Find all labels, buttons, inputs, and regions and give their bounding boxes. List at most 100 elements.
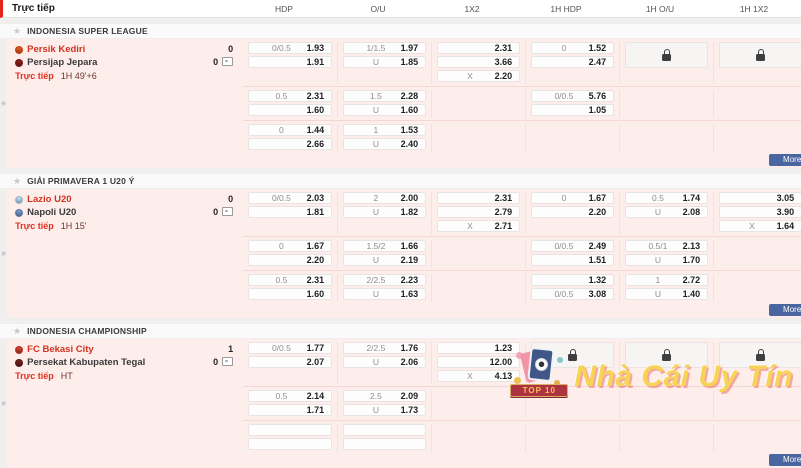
- odds-cell[interactable]: U 1.63: [343, 288, 427, 300]
- odds-cell[interactable]: U 1.85: [343, 56, 427, 68]
- odds-column: [713, 124, 801, 152]
- odds-cell[interactable]: 2/2.5 2.23: [343, 274, 427, 286]
- odds-value: 2.09: [400, 391, 419, 401]
- teams-panel: FC Bekasi City Persekat Kabupaten Tegal Tr…: [7, 339, 243, 468]
- odds-cell[interactable]: 1 1.53: [343, 124, 427, 136]
- odds-cell[interactable]: X 4.13: [437, 370, 521, 382]
- odds-cell[interactable]: 2.20: [248, 254, 333, 266]
- odds-cell[interactable]: 0.5 2.14: [248, 390, 333, 402]
- favorite-star-icon[interactable]: ★: [0, 99, 8, 108]
- handicap-label: U: [372, 207, 379, 217]
- handicap-label: 0: [279, 125, 284, 135]
- odds-cell[interactable]: 1.91: [248, 56, 333, 68]
- odds-cell[interactable]: U 1.73: [343, 404, 427, 416]
- odds-cell[interactable]: X 2.71: [437, 220, 521, 232]
- odds-cell[interactable]: 0/0.5 3.08: [531, 288, 615, 300]
- odds-cell[interactable]: 2.79: [437, 206, 521, 218]
- star-icon[interactable]: ★: [13, 176, 22, 186]
- odds-cell[interactable]: 2.07: [248, 356, 333, 368]
- odds-cell[interactable]: 1/1.5 1.97: [343, 42, 427, 54]
- odds-cell[interactable]: [343, 424, 427, 436]
- odds-cell[interactable]: U 2.08: [625, 206, 709, 218]
- odds-cell[interactable]: 3.90: [719, 206, 801, 218]
- odds-cell[interactable]: 0/0.5 2.03: [248, 192, 333, 204]
- favorite-star-icon[interactable]: ★: [0, 399, 8, 408]
- odds-cell[interactable]: 1.71: [248, 404, 333, 416]
- odds-value: 1.82: [400, 207, 419, 217]
- odds-cell[interactable]: 1.05: [531, 104, 615, 116]
- odds-cell[interactable]: U 2.06: [343, 356, 427, 368]
- league-header[interactable]: ★ GIẢI PRIMAVERA 1 U20 Ý: [0, 173, 801, 189]
- odds-cell[interactable]: [248, 424, 333, 436]
- odds-cell[interactable]: X 2.20: [437, 70, 521, 82]
- team-line: FC Bekasi City: [15, 343, 233, 356]
- odds-group: 0/0.5 1.77 2.07 2/2.5 1.76 U 2.06 1.23 12.00 X 4.1…: [243, 339, 801, 386]
- odds-cell[interactable]: 0.5/1 2.13: [625, 240, 709, 252]
- odds-group: 0.5 2.31 1.60 1.5 2.28 U 1.60 0/0.5 5.76 1.05: [243, 86, 801, 120]
- more-button[interactable]: More: [769, 154, 801, 166]
- odds-cell[interactable]: U 1.40: [625, 288, 709, 300]
- odds-cell[interactable]: X 1.64: [719, 220, 801, 232]
- odds-cell[interactable]: 2.31: [437, 192, 521, 204]
- team-line: Napoli U20: [15, 206, 233, 219]
- star-icon[interactable]: ★: [13, 326, 22, 336]
- odds-cell[interactable]: 2.47: [531, 56, 615, 68]
- odds-cell[interactable]: U 1.70: [625, 254, 709, 266]
- odds-cell[interactable]: 2.31: [437, 42, 521, 54]
- favorite-star-icon[interactable]: ★: [0, 249, 8, 258]
- odds-cell[interactable]: [248, 438, 333, 450]
- odds-cell[interactable]: 0/0.5 2.49: [531, 240, 615, 252]
- odds-cell[interactable]: 1.32: [531, 274, 615, 286]
- odds-cell[interactable]: 0.5 2.31: [248, 274, 333, 286]
- odds-cell[interactable]: 1.60: [248, 104, 333, 116]
- odds-cell[interactable]: 0/0.5 5.76: [531, 90, 615, 102]
- lock-icon: [756, 349, 766, 361]
- odds-column: 0.5 2.31 1.60: [243, 274, 337, 302]
- odds-column: 2.31 2.79 X 2.71: [431, 192, 525, 234]
- odds-cell[interactable]: 3.66: [437, 56, 521, 68]
- odds-cell[interactable]: U 2.19: [343, 254, 427, 266]
- odds-cell[interactable]: 12.00: [437, 356, 521, 368]
- odds-cell[interactable]: 1.60: [248, 288, 333, 300]
- live-stream-icon[interactable]: [222, 207, 234, 216]
- odds-cell[interactable]: 1.23: [437, 342, 521, 354]
- odds-cell[interactable]: 0 1.67: [248, 240, 333, 252]
- more-button[interactable]: More: [769, 454, 801, 466]
- more-button[interactable]: More: [769, 304, 801, 316]
- odds-cell[interactable]: U 1.82: [343, 206, 427, 218]
- odds-cell[interactable]: 1.5/2 1.66: [343, 240, 427, 252]
- star-icon[interactable]: ★: [13, 26, 22, 36]
- league-header[interactable]: ★ INDONESIA CHAMPIONSHIP: [0, 323, 801, 339]
- odds-cell[interactable]: 0 1.44: [248, 124, 333, 136]
- odds-value: 1.44: [306, 125, 325, 135]
- odds-cell[interactable]: 2.5 2.09: [343, 390, 427, 402]
- odds-cell[interactable]: 0 1.67: [531, 192, 615, 204]
- odds-cell[interactable]: 2/2.5 1.76: [343, 342, 427, 354]
- live-tab[interactable]: Trực tiếp: [12, 3, 55, 14]
- odds-cell[interactable]: 2.66: [248, 138, 333, 150]
- odds-value: 2.14: [306, 391, 325, 401]
- odds-cell[interactable]: 1 2.72: [625, 274, 709, 286]
- odds-cell[interactable]: U 1.60: [343, 104, 427, 116]
- odds-cell[interactable]: 3.05: [719, 192, 801, 204]
- odds-value: 1.73: [400, 405, 419, 415]
- league-header[interactable]: ★ INDONESIA SUPER LEAGUE: [0, 23, 801, 39]
- odds-cell[interactable]: 2.20: [531, 206, 615, 218]
- handicap-label: 0.5: [275, 275, 288, 285]
- odds-value: 2.13: [682, 241, 701, 251]
- odds-cell[interactable]: 0.5 1.74: [625, 192, 709, 204]
- odds-cell[interactable]: U 2.40: [343, 138, 427, 150]
- odds-cell[interactable]: 0/0.5 1.93: [248, 42, 333, 54]
- odds-cell[interactable]: [343, 438, 427, 450]
- odds-cell[interactable]: 0/0.5 1.77: [248, 342, 333, 354]
- team-logo-icon: [15, 58, 24, 67]
- odds-value: 1.63: [400, 289, 419, 299]
- live-stream-icon[interactable]: [222, 357, 234, 366]
- odds-cell[interactable]: 1.5 2.28: [343, 90, 427, 102]
- odds-cell[interactable]: 1.81: [248, 206, 333, 218]
- live-stream-icon[interactable]: [222, 57, 234, 66]
- odds-cell[interactable]: 2 2.00: [343, 192, 427, 204]
- odds-cell[interactable]: 0.5 2.31: [248, 90, 333, 102]
- odds-cell[interactable]: 1.51: [531, 254, 615, 266]
- odds-cell[interactable]: 0 1.52: [531, 42, 615, 54]
